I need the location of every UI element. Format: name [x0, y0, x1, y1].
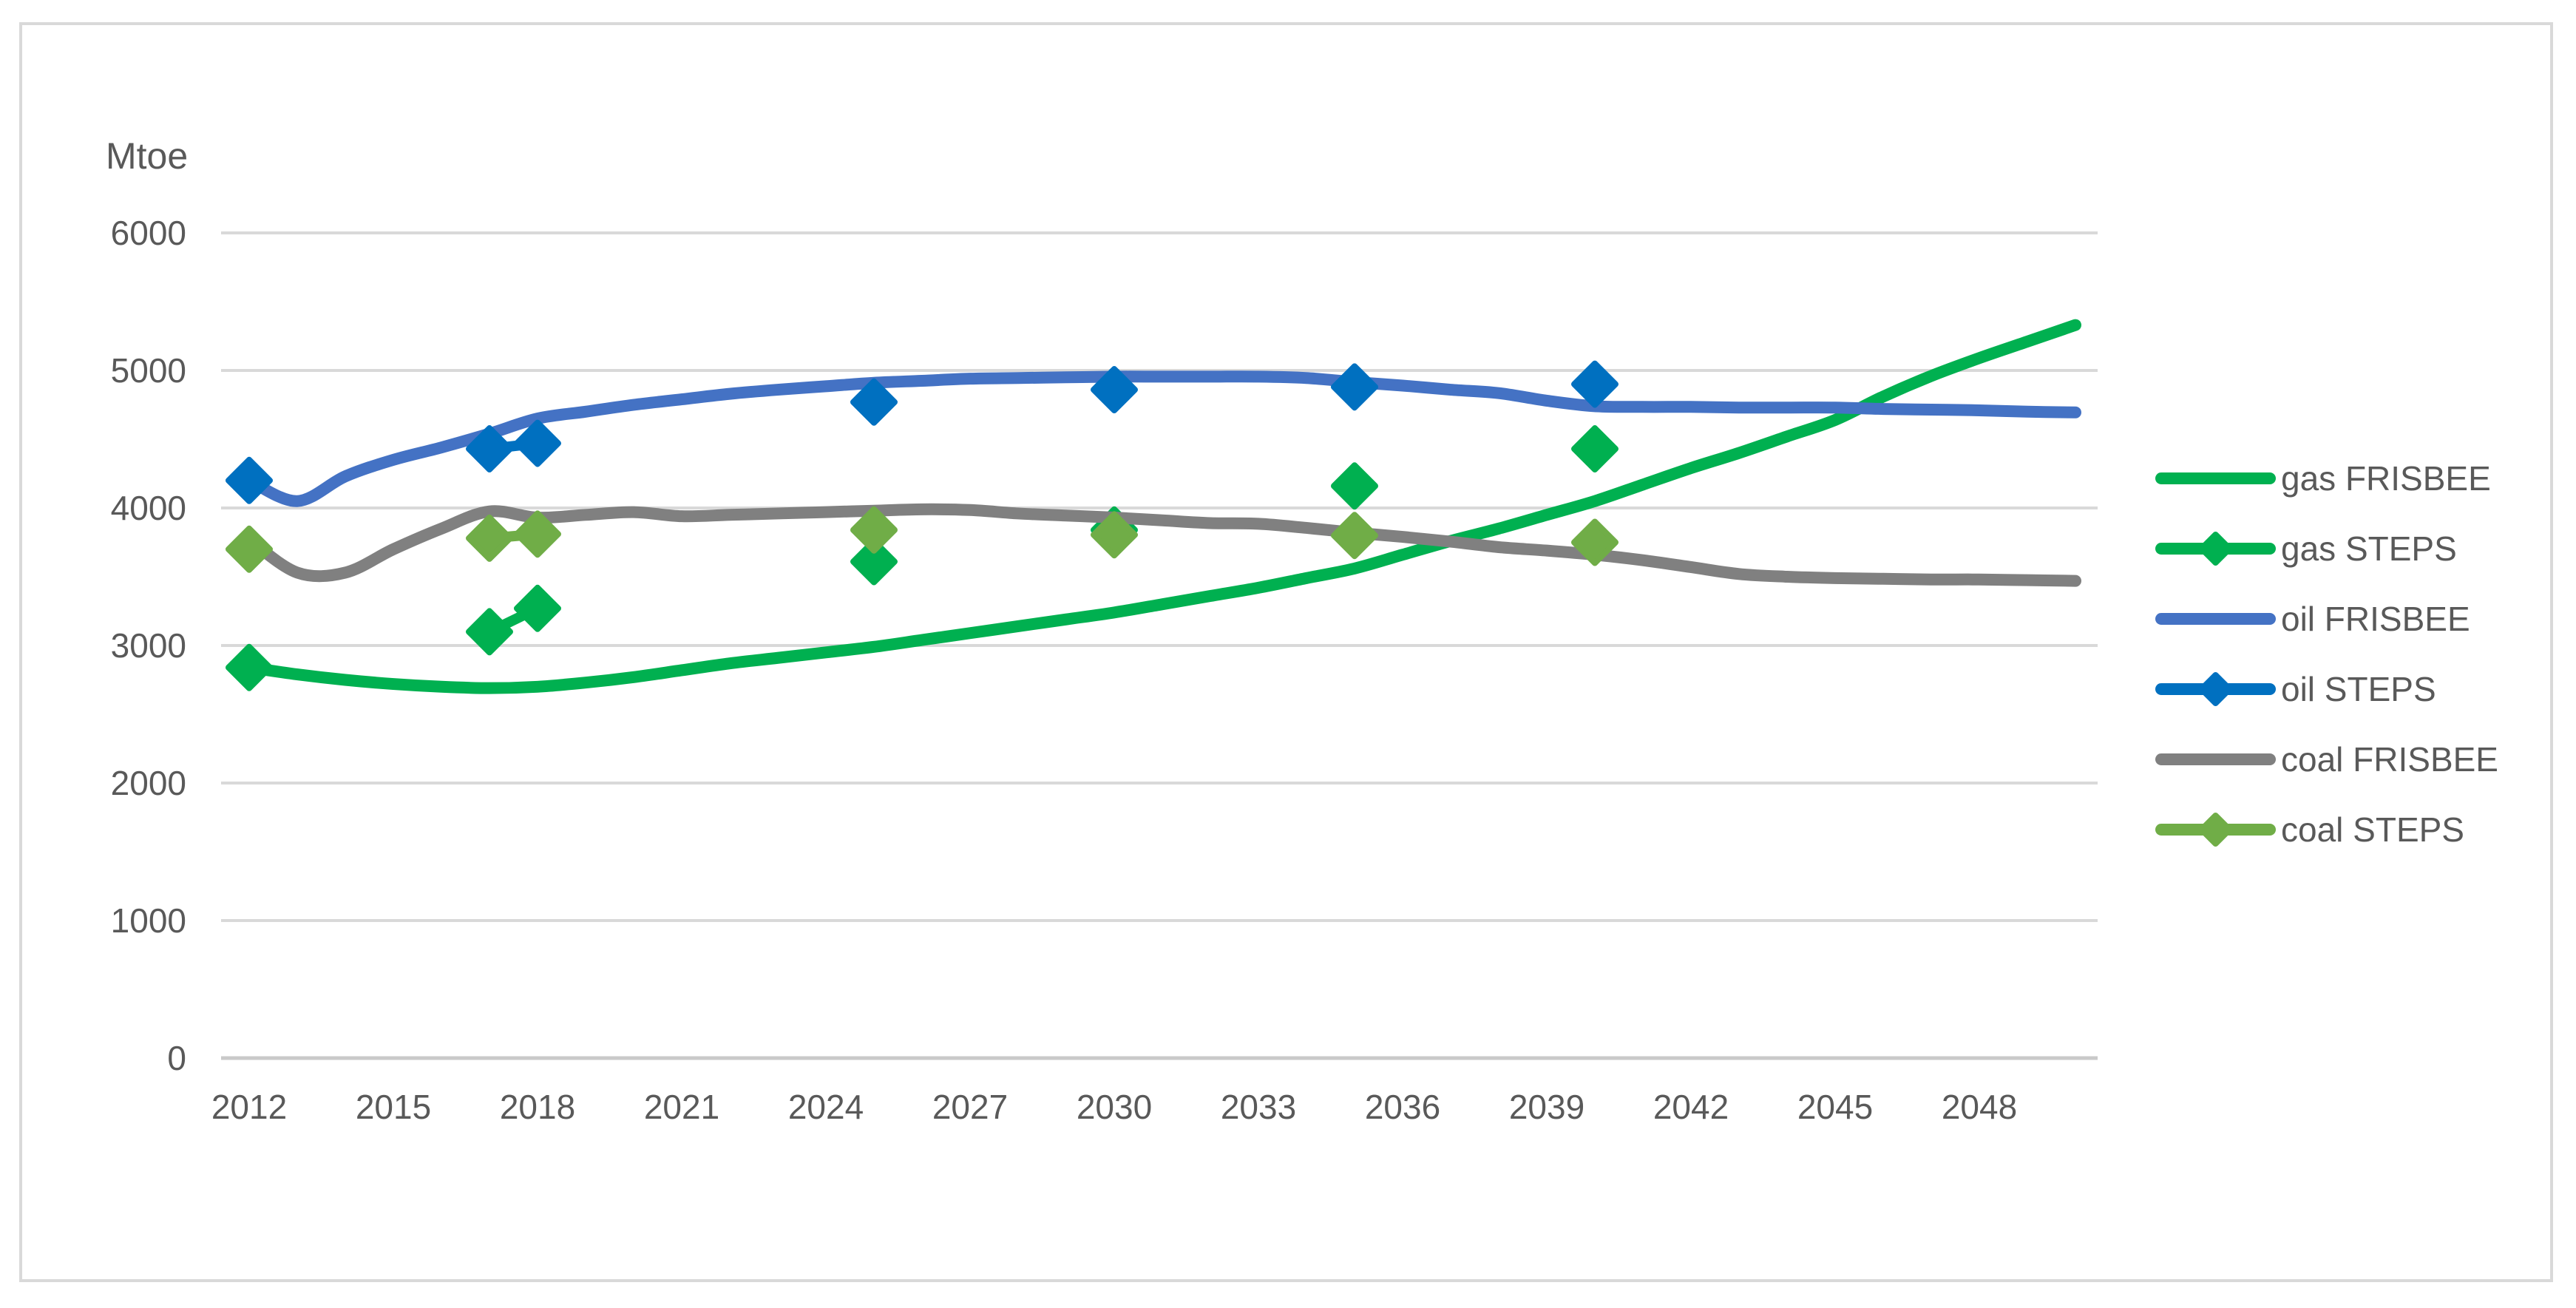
x-tick-label: 2039 — [1509, 1088, 1584, 1126]
series-group — [226, 319, 2081, 694]
series-line-oil-frisbee — [243, 370, 2081, 507]
series-coal-steps — [226, 506, 1619, 573]
y-tick-label: 1000 — [111, 901, 186, 940]
marker-diamond-gas-steps — [1571, 425, 1619, 473]
legend-label: oil FRISBEE — [2281, 600, 2470, 638]
legend-item-gas-steps: gas STEPS — [2155, 529, 2457, 568]
legend-item-coal-frisbee: coal FRISBEE — [2155, 740, 2498, 779]
x-tick-label: 2012 — [211, 1088, 287, 1126]
legend-item-coal-steps: coal STEPS — [2155, 810, 2464, 849]
marker-diamond-gas-steps — [1331, 462, 1378, 510]
marker-diamond-coal-steps — [1571, 518, 1619, 566]
marker-diamond-coal-steps — [1091, 511, 1138, 559]
legend-label: gas FRISBEE — [2281, 459, 2491, 498]
marker-diamond-gas-steps — [226, 643, 273, 691]
marker-diamond-coal-steps — [226, 525, 273, 573]
legend-marker-diamond-gas-steps — [2198, 532, 2233, 566]
series-line-gas-frisbee — [243, 319, 2081, 694]
x-tick-label: 2042 — [1653, 1088, 1729, 1126]
gridlines-group — [221, 231, 2098, 1060]
marker-diamond-oil-steps — [514, 419, 561, 467]
y-tick-label: 4000 — [111, 489, 186, 527]
y-tick-label: 5000 — [111, 351, 186, 390]
marker-diamond-oil-steps — [850, 378, 898, 426]
x-tick-label: 2033 — [1221, 1088, 1296, 1126]
x-tick-label: 2015 — [356, 1088, 431, 1126]
chart-border — [19, 22, 2553, 1282]
x-tick-label: 2045 — [1797, 1088, 1873, 1126]
y-tick-label: 2000 — [111, 764, 186, 802]
y-axis-unit-label: Mtoe — [106, 135, 188, 177]
series-coal-frisbee — [243, 503, 2081, 587]
y-tick-label: 3000 — [111, 626, 186, 665]
series-oil-frisbee — [243, 370, 2081, 507]
series-line-coal-frisbee — [243, 503, 2081, 587]
series-oil-steps — [226, 360, 1619, 504]
marker-diamond-oil-steps — [466, 425, 513, 473]
marker-diamond-oil-steps — [1331, 363, 1378, 411]
y-tick-label: 6000 — [111, 214, 186, 252]
marker-diamond-gas-steps — [850, 538, 898, 586]
marker-diamond-gas-steps — [466, 608, 513, 656]
legend-item-gas-frisbee: gas FRISBEE — [2155, 459, 2491, 498]
marker-diamond-oil-steps — [1571, 360, 1619, 408]
marker-diamond-gas-steps — [514, 584, 561, 632]
x-tick-label: 2021 — [644, 1088, 719, 1126]
marker-diamond-coal-steps — [1331, 512, 1378, 560]
marker-diamond-coal-steps — [850, 506, 898, 554]
marker-diamond-oil-steps — [226, 456, 273, 504]
legend: gas FRISBEE gas STEPS oil FRISBEE oil STEPS… — [2155, 459, 2498, 849]
x-tick-label: 2024 — [788, 1088, 864, 1126]
series-gas-frisbee — [243, 319, 2081, 694]
x-tick-label: 2030 — [1077, 1088, 1152, 1126]
legend-label: oil STEPS — [2281, 670, 2436, 708]
legend-item-oil-frisbee: oil FRISBEE — [2155, 600, 2470, 638]
marker-diamond-coal-steps — [514, 510, 561, 558]
legend-label: coal STEPS — [2281, 810, 2464, 849]
x-tick-label: 2048 — [1942, 1088, 2017, 1126]
y-tick-label: 0 — [167, 1039, 186, 1077]
x-tick-label: 2018 — [500, 1088, 575, 1126]
legend-label: gas STEPS — [2281, 529, 2457, 568]
x-tick-label: 2036 — [1365, 1088, 1440, 1126]
legend-label: coal FRISBEE — [2281, 740, 2498, 779]
legend-marker-diamond-coal-steps — [2198, 813, 2233, 847]
y-axis-tick-labels: 0 1000 2000 3000 4000 5000 6000 — [111, 214, 186, 1077]
marker-diamond-coal-steps — [466, 514, 513, 562]
x-axis-tick-labels: 2012 2015 2018 2021 2024 2027 2030 2033 2036 2039… — [211, 1088, 2017, 1126]
legend-item-oil-steps: oil STEPS — [2155, 670, 2436, 708]
x-tick-label: 2027 — [932, 1088, 1008, 1126]
marker-diamond-oil-steps — [1091, 366, 1138, 414]
legend-marker-diamond-oil-steps — [2198, 672, 2233, 706]
